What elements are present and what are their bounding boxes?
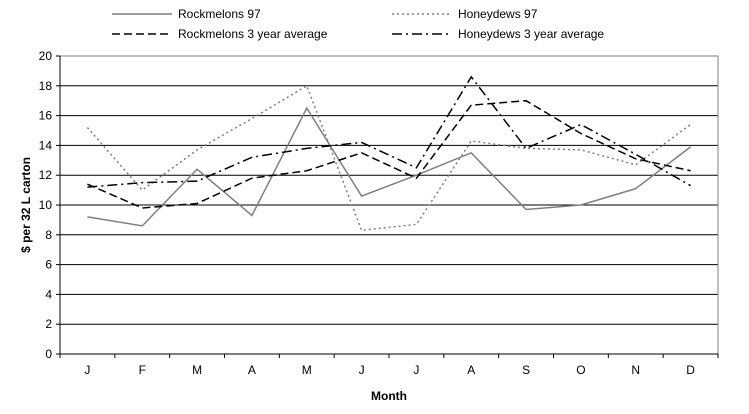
y-tick-label: 12 [39, 168, 53, 182]
y-axis-title: $ per 32 L carton [19, 157, 33, 253]
legend-label: Honeydews 97 [458, 7, 538, 21]
y-tick-label: 16 [39, 109, 53, 123]
legend: Rockmelons 97 Honeydews 97 Rockmelons 3 ye… [112, 7, 604, 41]
x-tick-label: F [139, 363, 146, 377]
y-tick-label: 20 [39, 49, 53, 63]
x-tick-label: O [576, 363, 585, 377]
x-axis-title: Month [371, 389, 407, 403]
legend-label: Honeydews 3 year average [458, 27, 604, 41]
x-tick-label: J [84, 363, 90, 377]
series-lines [86, 75, 692, 232]
x-tick-label: D [686, 363, 695, 377]
series-line-honeydews-97 [86, 84, 692, 232]
x-tick-label: J [359, 363, 365, 377]
y-tick-label: 10 [39, 198, 53, 212]
y-tick-label: 6 [45, 258, 52, 272]
y-tick-label: 2 [45, 317, 52, 331]
x-tick-label: A [467, 363, 475, 377]
legend-label: Rockmelons 97 [178, 7, 261, 21]
gridlines [60, 55, 718, 355]
x-tick-label: M [192, 363, 202, 377]
y-tick-label: 0 [45, 347, 52, 361]
x-tick-label: M [302, 363, 312, 377]
y-axis-ticks: 0 2 4 6 8 10 12 14 16 18 20 [39, 49, 60, 361]
legend-label: Rockmelons 3 year average [178, 27, 328, 41]
x-tick-label: J [413, 363, 419, 377]
y-tick-label: 18 [39, 79, 53, 93]
y-tick-label: 14 [39, 138, 53, 152]
series-line-honeydews-3-year-average [87, 75, 691, 188]
y-tick-label: 8 [45, 228, 52, 242]
y-tick-label: 4 [45, 287, 52, 301]
series-line-rockmelons-3-year-average [87, 99, 691, 209]
x-tick-label: A [248, 363, 256, 377]
x-tick-label: S [522, 363, 530, 377]
x-tick-label: N [631, 363, 640, 377]
series-line-rockmelons-97 [87, 106, 692, 227]
